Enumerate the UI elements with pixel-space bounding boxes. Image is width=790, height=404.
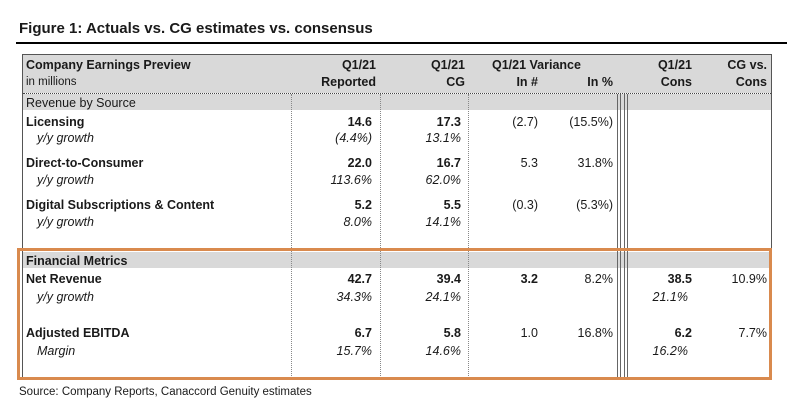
double-divider-left <box>617 94 621 378</box>
figure-title: Figure 1: Actuals vs. CG estimates vs. c… <box>19 20 373 37</box>
source-note: Source: Company Reports, Canaccord Genui… <box>19 386 312 398</box>
digital-cg: 5.5 <box>443 198 461 212</box>
financial-section-label: Financial Metrics <box>26 254 128 268</box>
licensing-var-num: (2.7) <box>512 115 538 129</box>
dtc-growth-reported: 113.6% <box>330 173 372 187</box>
dtc-growth-label: y/y growth <box>37 173 94 187</box>
ebitda-label: Adjusted EBITDA <box>26 326 130 340</box>
dtc-cg: 16.7 <box>436 156 461 170</box>
column-divider-cg <box>380 94 381 378</box>
header-reported-line2: Reported <box>321 75 376 89</box>
net-revenue-cg-vs-cons: 10.9% <box>731 272 767 286</box>
ebitda-margin-label: Margin <box>37 344 76 358</box>
header-row-label: Company Earnings Preview <box>26 58 191 72</box>
digital-growth-reported: 8.0% <box>343 215 373 229</box>
licensing-cg: 17.3 <box>436 115 461 129</box>
net-revenue-growth-cons: 21.1% <box>652 290 688 304</box>
revenue-section-band <box>23 94 771 110</box>
header-cg-vs-cons-line1: CG vs. <box>727 58 767 72</box>
dtc-label: Direct-to-Consumer <box>26 156 144 170</box>
header-cg-line1: Q1/21 <box>430 58 465 72</box>
double-divider-right <box>624 94 628 378</box>
net-revenue-var-pct: 8.2% <box>584 272 614 286</box>
header-variance-pct: In % <box>587 75 613 89</box>
header-variance-num: In # <box>516 75 538 89</box>
net-revenue-growth-label: y/y growth <box>37 290 94 304</box>
licensing-reported: 14.6 <box>347 115 372 129</box>
ebitda-reported: 6.7 <box>354 326 372 340</box>
ebitda-var-pct: 16.8% <box>577 326 613 340</box>
net-revenue-var-num: 3.2 <box>520 272 538 286</box>
header-reported-line1: Q1/21 <box>341 58 376 72</box>
ebitda-margin-cg: 14.6% <box>425 344 461 358</box>
digital-reported: 5.2 <box>354 198 372 212</box>
licensing-growth-reported: (4.4%) <box>335 131 372 145</box>
revenue-section-label: Revenue by Source <box>26 96 136 110</box>
header-cg-vs-cons-line2: Cons <box>735 75 767 89</box>
digital-label: Digital Subscriptions & Content <box>26 198 215 212</box>
financial-metrics-highlight <box>17 248 772 380</box>
net-revenue-growth-reported: 34.3% <box>336 290 372 304</box>
ebitda-cg: 5.8 <box>443 326 461 340</box>
ebitda-margin-reported: 15.7% <box>336 344 372 358</box>
ebitda-margin-cons: 16.2% <box>652 344 688 358</box>
licensing-label: Licensing <box>26 115 85 129</box>
digital-growth-label: y/y growth <box>37 215 94 229</box>
column-divider-cg-right <box>468 94 469 378</box>
net-revenue-growth-cg: 24.1% <box>425 290 461 304</box>
digital-var-num: (0.3) <box>512 198 538 212</box>
net-revenue-cg: 39.4 <box>436 272 461 286</box>
net-revenue-reported: 42.7 <box>347 272 372 286</box>
ebitda-cg-vs-cons: 7.7% <box>738 326 768 340</box>
header-row-sublabel: in millions <box>26 76 77 88</box>
dtc-var-pct: 31.8% <box>577 156 613 170</box>
header-cg-line2: CG <box>446 75 465 89</box>
licensing-growth-cg: 13.1% <box>425 131 461 145</box>
dtc-reported: 22.0 <box>347 156 372 170</box>
digital-var-pct: (5.3%) <box>576 198 613 212</box>
title-rule <box>16 42 787 44</box>
header-cons-line2: Cons <box>660 75 692 89</box>
licensing-var-pct: (15.5%) <box>569 115 613 129</box>
header-cons-line1: Q1/21 <box>657 58 692 72</box>
dtc-growth-cg: 62.0% <box>425 173 461 187</box>
licensing-growth-label: y/y growth <box>37 131 94 145</box>
header-variance-title: Q1/21 Variance <box>492 58 581 72</box>
header-divider <box>23 93 771 95</box>
financial-section-band <box>23 252 771 268</box>
dtc-var-num: 5.3 <box>520 156 538 170</box>
ebitda-cons: 6.2 <box>674 326 692 340</box>
ebitda-var-num: 1.0 <box>520 326 538 340</box>
net-revenue-label: Net Revenue <box>26 272 102 286</box>
column-divider-reported <box>291 94 292 378</box>
header-band <box>23 55 771 93</box>
digital-growth-cg: 14.1% <box>425 215 461 229</box>
net-revenue-cons: 38.5 <box>667 272 692 286</box>
